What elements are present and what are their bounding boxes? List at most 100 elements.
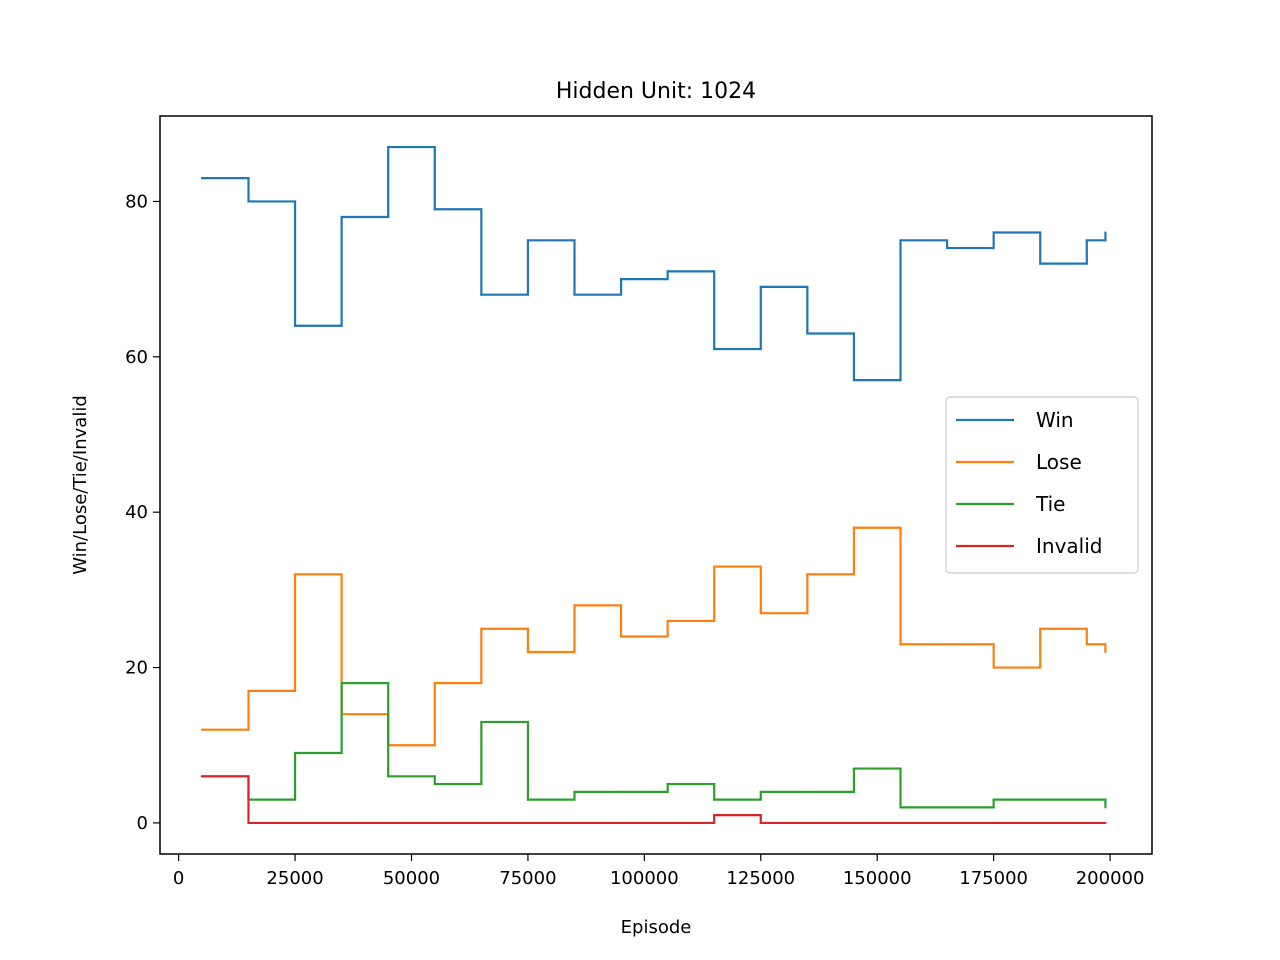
data-point-win <box>200 177 204 180</box>
data-point-win <box>293 324 297 327</box>
data-point-lose <box>666 619 669 623</box>
data-point-invalid <box>1039 821 1042 825</box>
data-point-lose <box>1039 627 1042 630</box>
series-line-tie <box>201 681 1107 809</box>
legend-label: Invalid <box>1036 534 1102 558</box>
data-point-win <box>759 285 762 289</box>
data-point-lose <box>713 565 716 568</box>
data-point-tie <box>666 782 669 786</box>
series-line-invalid <box>201 775 1106 825</box>
x-axis: 0 25000 50000 75000 100000 125000 150000 175000… <box>173 854 1145 889</box>
data-point-win <box>480 293 483 296</box>
data-point-lose <box>1104 650 1107 654</box>
x-tick-label: 200000 <box>1076 868 1145 889</box>
data-point-lose <box>480 627 483 630</box>
data-point-lose <box>852 526 856 529</box>
data-point-invalid <box>619 821 623 825</box>
data-point-lose <box>899 643 902 646</box>
data-point-invalid <box>945 821 949 825</box>
data-point-tie <box>713 798 716 801</box>
x-axis-label: Episode <box>621 917 692 938</box>
data-point-tie <box>480 720 483 724</box>
data-point-lose <box>806 573 809 576</box>
series-layer <box>200 145 1107 825</box>
data-point-invalid <box>387 821 390 825</box>
data-point-tie <box>899 806 902 809</box>
data-point-tie <box>387 775 390 778</box>
x-tick-label: 150000 <box>843 868 912 889</box>
plot-frame <box>159 115 1153 855</box>
data-point-tie <box>293 751 297 755</box>
data-point-invalid <box>573 821 576 825</box>
data-point-lose <box>759 612 762 615</box>
data-point-win <box>619 278 623 281</box>
data-point-invalid <box>666 821 669 825</box>
x-tick-label: 50000 <box>383 868 440 889</box>
y-tick-label: 0 <box>137 813 148 834</box>
legend: Win Lose Tie Invalid <box>945 396 1139 574</box>
data-point-tie <box>806 790 809 793</box>
data-point-win <box>806 332 809 335</box>
data-point-invalid <box>433 821 436 825</box>
data-point-lose <box>619 635 623 638</box>
data-point-lose <box>573 604 576 607</box>
data-point-win <box>340 215 343 219</box>
x-tick-label: 100000 <box>610 868 679 889</box>
data-point-win <box>713 347 716 351</box>
data-point-win <box>573 293 576 296</box>
data-point-lose <box>526 650 530 654</box>
legend-box <box>945 396 1139 574</box>
data-point-invalid <box>852 821 856 825</box>
chart-title: Hidden Unit: 1024 <box>556 79 756 104</box>
data-point-tie <box>1085 798 1088 801</box>
data-point-tie <box>992 798 995 801</box>
data-point-lose <box>247 689 250 692</box>
legend-label: Tie <box>1035 492 1065 516</box>
x-tick-label: 25000 <box>266 868 323 889</box>
data-point-tie <box>619 790 623 793</box>
series-line-lose <box>201 526 1107 747</box>
data-point-tie <box>1104 806 1107 809</box>
data-point-win <box>1104 231 1107 234</box>
data-point-tie <box>852 767 856 770</box>
data-point-lose <box>200 728 204 731</box>
data-point-win <box>666 270 669 273</box>
data-point-invalid <box>247 821 250 825</box>
legend-label: Win <box>1036 408 1074 432</box>
y-axis: 0 20 40 60 80 <box>125 191 160 834</box>
data-point-win <box>247 200 250 203</box>
y-axis-label: Win/Lose/Tie/Invalid <box>70 395 91 575</box>
data-point-tie <box>573 790 576 793</box>
data-point-tie <box>433 782 436 786</box>
data-point-win <box>433 208 436 211</box>
x-tick-label: 75000 <box>499 868 556 889</box>
data-point-invalid <box>713 814 716 817</box>
y-tick-label: 80 <box>125 191 148 212</box>
x-tick-label: 0 <box>173 868 184 889</box>
data-point-win <box>852 379 856 382</box>
data-point-tie <box>526 798 530 801</box>
data-point-invalid <box>992 821 995 825</box>
data-point-win <box>899 239 902 242</box>
data-point-win <box>1039 262 1042 265</box>
data-point-invalid <box>200 775 204 778</box>
data-point-invalid <box>526 821 530 825</box>
data-point-tie <box>759 790 762 793</box>
data-point-win <box>526 239 530 242</box>
y-tick-label: 60 <box>125 347 148 368</box>
data-point-lose <box>1085 643 1088 646</box>
data-point-invalid <box>1104 821 1107 825</box>
data-point-lose <box>433 681 436 685</box>
y-tick-label: 20 <box>125 658 148 679</box>
data-point-lose <box>945 643 949 646</box>
data-point-win <box>945 246 949 250</box>
legend-label: Lose <box>1036 450 1082 474</box>
x-tick-label: 175000 <box>959 868 1028 889</box>
data-point-lose <box>293 573 297 576</box>
data-point-win <box>1085 239 1088 242</box>
data-point-invalid <box>340 821 343 825</box>
y-tick-label: 40 <box>125 502 148 523</box>
data-point-invalid <box>759 821 762 825</box>
data-point-invalid <box>899 821 902 825</box>
